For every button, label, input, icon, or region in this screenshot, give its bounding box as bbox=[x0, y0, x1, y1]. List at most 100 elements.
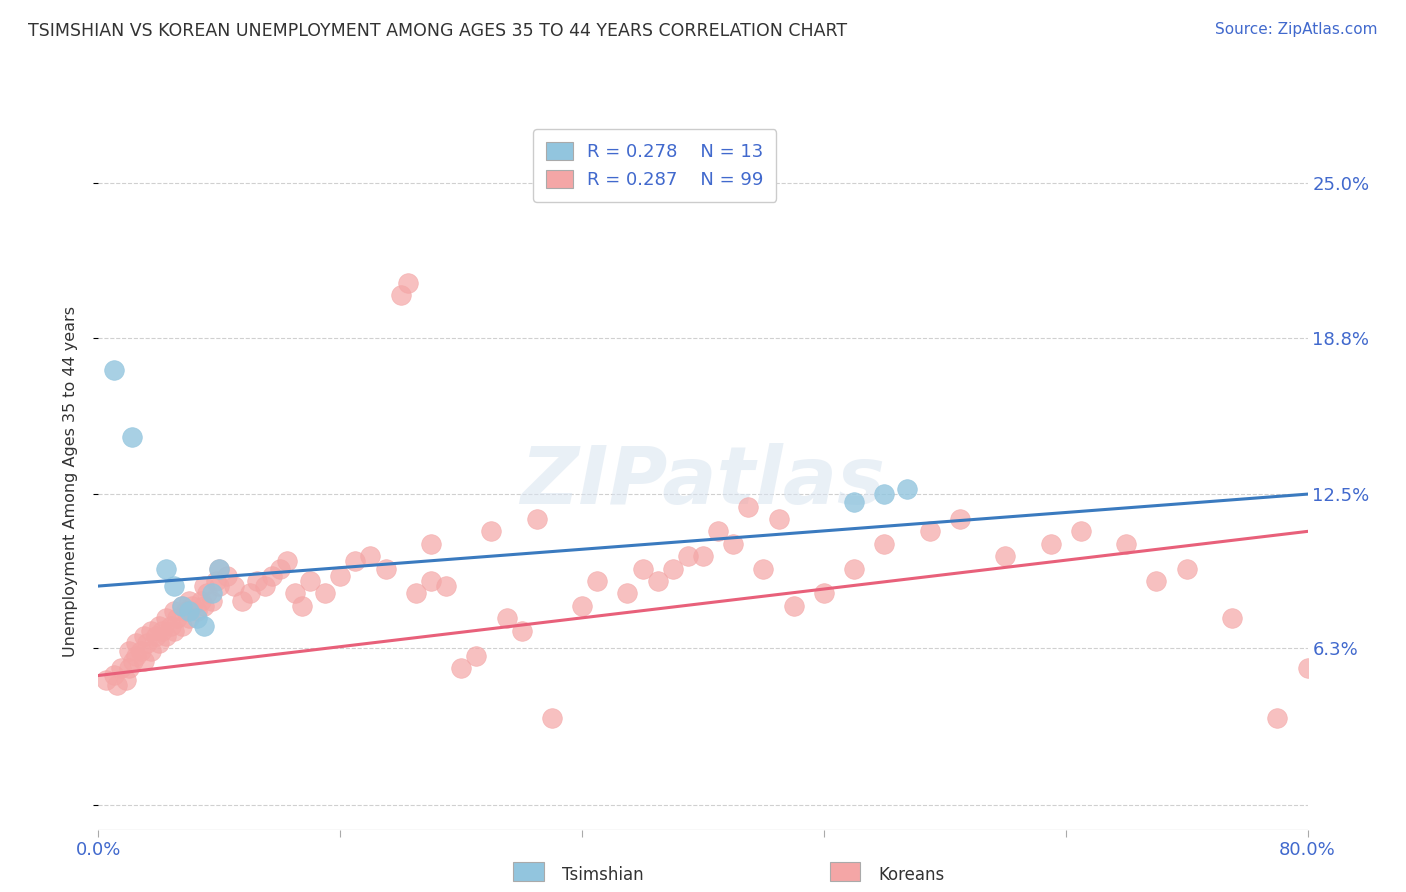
Text: Source: ZipAtlas.com: Source: ZipAtlas.com bbox=[1215, 22, 1378, 37]
Point bbox=[1220, 611, 1243, 625]
Y-axis label: Unemployment Among Ages 35 to 44 years: Unemployment Among Ages 35 to 44 years bbox=[63, 306, 77, 657]
Point bbox=[291, 599, 314, 613]
Point bbox=[420, 537, 443, 551]
Point bbox=[495, 611, 517, 625]
Point bbox=[141, 624, 163, 638]
Point bbox=[181, 599, 204, 613]
Point bbox=[389, 288, 412, 302]
Point bbox=[231, 594, 253, 608]
Point bbox=[193, 599, 215, 613]
Point bbox=[768, 512, 790, 526]
Point bbox=[692, 549, 714, 564]
Point bbox=[201, 586, 224, 600]
Point bbox=[114, 673, 136, 688]
Point bbox=[174, 604, 197, 618]
Point bbox=[723, 537, 745, 551]
Point bbox=[873, 537, 896, 551]
Point bbox=[269, 562, 291, 576]
Point bbox=[1146, 574, 1168, 588]
Point bbox=[110, 661, 132, 675]
Point bbox=[179, 611, 201, 625]
Point bbox=[239, 586, 262, 600]
Point bbox=[896, 482, 918, 496]
Point bbox=[193, 619, 215, 633]
Point bbox=[1267, 711, 1289, 725]
Point bbox=[132, 629, 155, 643]
Point bbox=[752, 562, 775, 576]
Point bbox=[918, 524, 941, 539]
Point bbox=[118, 643, 141, 657]
Point bbox=[125, 648, 148, 663]
Point bbox=[186, 611, 208, 625]
Point bbox=[1115, 537, 1137, 551]
Point bbox=[163, 604, 186, 618]
Point bbox=[299, 574, 322, 588]
Point bbox=[103, 363, 125, 377]
Point bbox=[994, 549, 1017, 564]
Point bbox=[122, 654, 145, 668]
Point bbox=[141, 643, 163, 657]
Point bbox=[103, 668, 125, 682]
Point bbox=[450, 661, 472, 675]
Point bbox=[844, 494, 866, 508]
Text: TSIMSHIAN VS KOREAN UNEMPLOYMENT AMONG AGES 35 TO 44 YEARS CORRELATION CHART: TSIMSHIAN VS KOREAN UNEMPLOYMENT AMONG A… bbox=[28, 22, 848, 40]
Point bbox=[647, 574, 669, 588]
Point bbox=[253, 579, 276, 593]
Point bbox=[1039, 537, 1062, 551]
Point bbox=[526, 512, 548, 526]
Point bbox=[170, 619, 193, 633]
Point bbox=[208, 562, 231, 576]
Point bbox=[193, 579, 215, 593]
Point bbox=[160, 619, 183, 633]
Point bbox=[170, 599, 193, 613]
Point bbox=[155, 611, 177, 625]
Text: Koreans: Koreans bbox=[879, 866, 945, 884]
Point bbox=[396, 276, 419, 290]
Text: ZIPatlas: ZIPatlas bbox=[520, 442, 886, 521]
Point bbox=[1070, 524, 1092, 539]
Point bbox=[186, 604, 208, 618]
Point bbox=[541, 711, 564, 725]
Point bbox=[129, 643, 152, 657]
Point bbox=[135, 636, 157, 650]
Point bbox=[737, 500, 759, 514]
Point bbox=[150, 624, 173, 638]
Point bbox=[1175, 562, 1198, 576]
Point bbox=[284, 586, 307, 600]
Point bbox=[132, 654, 155, 668]
Point bbox=[205, 574, 228, 588]
Point bbox=[179, 594, 201, 608]
Point bbox=[481, 524, 503, 539]
Point bbox=[844, 562, 866, 576]
Point bbox=[179, 604, 201, 618]
Point bbox=[873, 487, 896, 501]
Point bbox=[125, 636, 148, 650]
Point bbox=[155, 629, 177, 643]
Point bbox=[163, 624, 186, 638]
Point bbox=[208, 579, 231, 593]
Point bbox=[434, 579, 457, 593]
Point bbox=[262, 569, 284, 583]
Point bbox=[105, 678, 128, 692]
Point bbox=[510, 624, 533, 638]
Point bbox=[215, 569, 238, 583]
Point bbox=[148, 619, 170, 633]
Point bbox=[707, 524, 730, 539]
Point bbox=[329, 569, 352, 583]
Point bbox=[586, 574, 609, 588]
Point bbox=[121, 430, 143, 444]
Point bbox=[360, 549, 382, 564]
Point bbox=[224, 579, 246, 593]
Point bbox=[314, 586, 336, 600]
Point bbox=[148, 636, 170, 650]
Point bbox=[276, 554, 298, 568]
Point bbox=[616, 586, 638, 600]
Point bbox=[195, 586, 218, 600]
Point bbox=[676, 549, 699, 564]
Point bbox=[374, 562, 396, 576]
Point bbox=[155, 562, 177, 576]
Point bbox=[662, 562, 685, 576]
Point bbox=[170, 599, 193, 613]
Point bbox=[190, 594, 212, 608]
Point bbox=[246, 574, 269, 588]
